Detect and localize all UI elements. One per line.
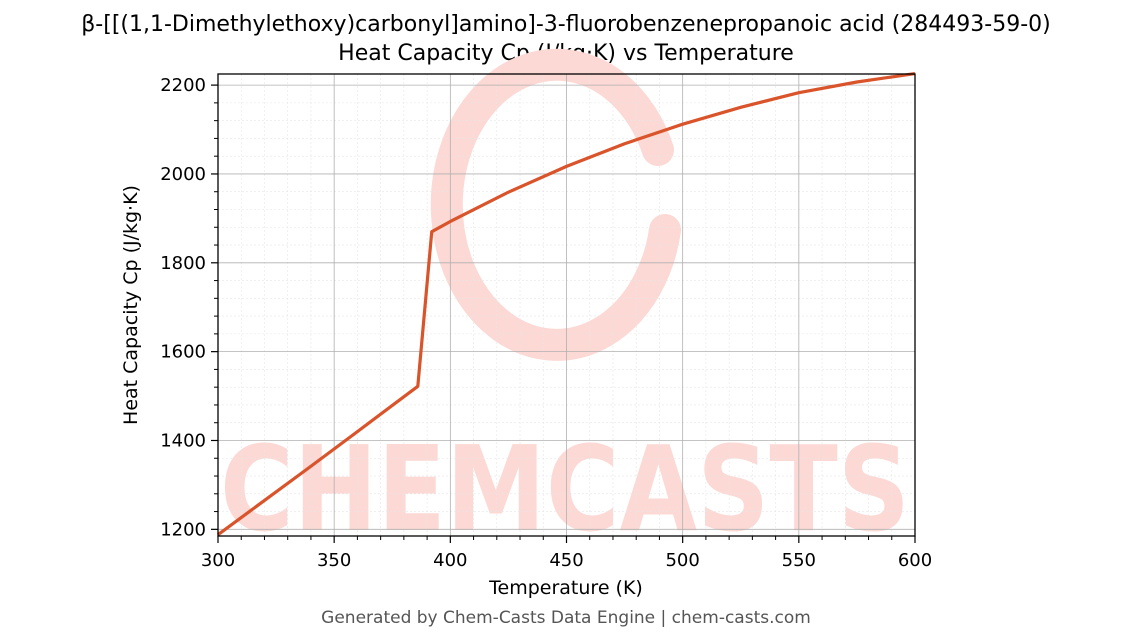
- footer-credit: Generated by Chem-Casts Data Engine | ch…: [321, 608, 811, 628]
- x-tick-label: 450: [549, 550, 583, 571]
- chart-title: β-[[(1,1-Dimethylethoxy)carbonyl]amino]-…: [81, 12, 1051, 37]
- chemcasts-watermark: CHEMCASTS: [220, 48, 910, 558]
- y-tick-label: 1400: [160, 430, 206, 451]
- y-axis: 1200 1400 1600 1800 2000 2200: [160, 75, 218, 540]
- x-tick-label: 300: [201, 550, 235, 571]
- y-axis-label: Heat Capacity Cp (J/kg·K): [120, 185, 142, 425]
- y-tick-label: 1800: [160, 253, 206, 274]
- x-tick-label: 550: [782, 550, 816, 571]
- x-axis: 300 350 400 450 500 550 600: [201, 536, 932, 571]
- x-tick-label: 350: [317, 550, 351, 571]
- y-tick-label: 2200: [160, 75, 206, 96]
- x-tick-label: 600: [898, 550, 932, 571]
- x-axis-label: Temperature (K): [488, 577, 643, 599]
- watermark-text: CHEMCASTS: [220, 420, 910, 558]
- x-tick-label: 500: [665, 550, 699, 571]
- watermark-logo: [430, 48, 681, 361]
- series-layer: [217, 71, 916, 536]
- y-tick-label: 2000: [160, 164, 206, 185]
- x-tick-label: 400: [433, 550, 467, 571]
- y-tick-label: 1600: [160, 342, 206, 363]
- series-line-1: [217, 71, 916, 536]
- y-tick-label: 1200: [160, 519, 206, 540]
